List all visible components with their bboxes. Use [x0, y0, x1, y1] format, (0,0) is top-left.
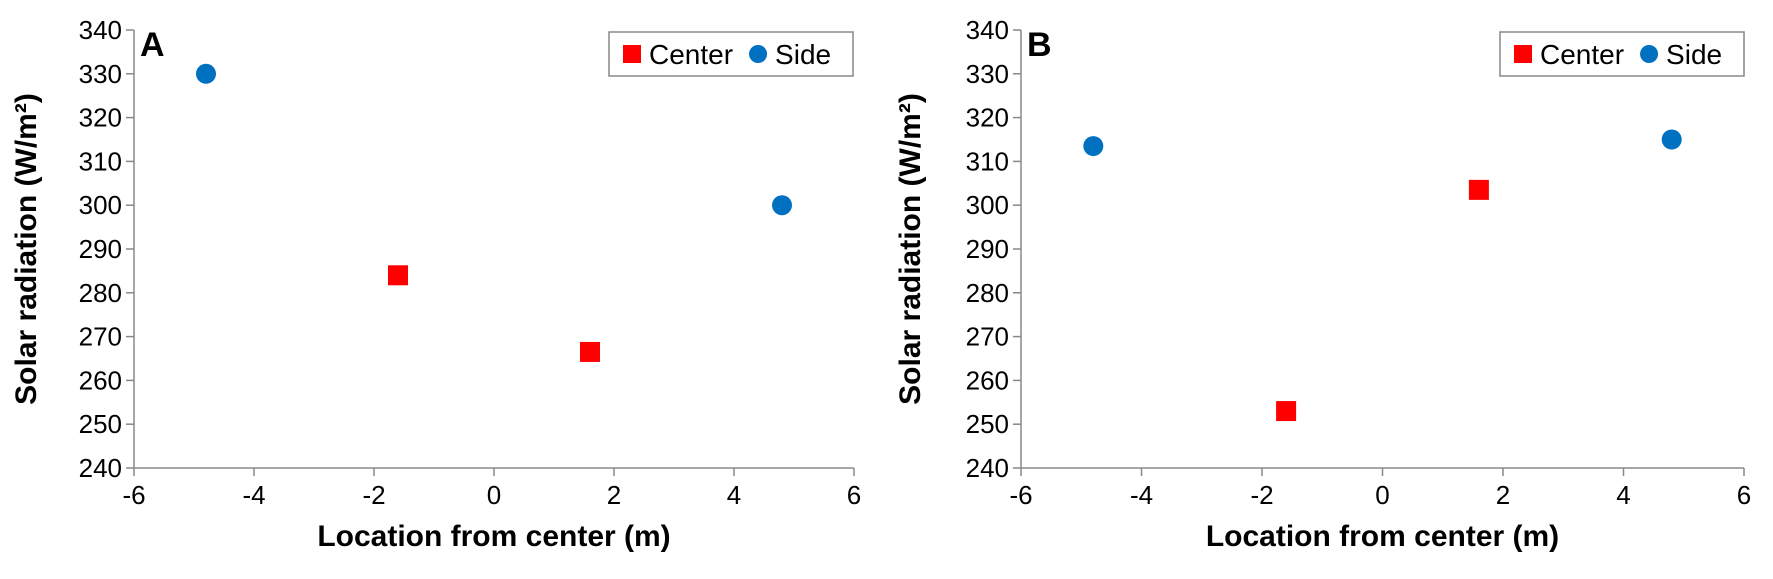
legend-label-center: Center [649, 39, 733, 70]
y-tick-label: 280 [79, 278, 122, 308]
x-tick-label: 0 [487, 480, 501, 510]
data-point-center [1276, 401, 1297, 422]
y-tick-label: 290 [966, 234, 1009, 264]
data-point-side [1083, 136, 1104, 157]
chart-panel-b: 240 250 260 270 280 290 300 310 320 330 340 -6 -4 -2 0… [894, 15, 1751, 553]
chart-panel-a: 240 250 260 270 280 290 300 310 320 330 340 -6 -4 -2 0… [10, 15, 861, 553]
data-point-side [772, 195, 792, 216]
x-axis-title: Location from center (m) [1206, 520, 1559, 553]
legend-label-side: Side [775, 39, 831, 70]
legend-box [608, 31, 854, 77]
y-axis-title: Solar radiation (W/m²) [10, 93, 43, 405]
y-tick-label: 250 [966, 409, 1009, 439]
y-tick-label: 330 [79, 59, 122, 89]
y-tick-label: 330 [966, 59, 1009, 89]
x-axis-title: Location from center (m) [317, 520, 670, 553]
legend-label-side: Side [1666, 39, 1722, 70]
legend-label-center: Center [1540, 39, 1624, 70]
y-tick-label: 320 [966, 103, 1009, 133]
y-tick-label: 300 [966, 190, 1009, 220]
x-tick-label: -4 [1130, 480, 1153, 510]
legend-marker-center [1514, 45, 1532, 63]
y-tick-label: 310 [966, 146, 1009, 176]
y-tick-label: 240 [966, 453, 1009, 483]
legend-marker-side [749, 45, 768, 63]
data-point-center [580, 341, 600, 362]
x-tick-label: -6 [1009, 480, 1032, 510]
y-tick-label: 340 [79, 15, 122, 45]
x-tick-label: 2 [1496, 480, 1510, 510]
x-tick-label: 4 [727, 480, 741, 510]
legend-marker-side [1640, 45, 1659, 63]
data-point-center [1468, 179, 1489, 200]
x-tick-label: -4 [242, 480, 265, 510]
legend: Center Side [608, 31, 854, 77]
x-tick-label: -2 [362, 480, 385, 510]
legend-box [1499, 31, 1745, 77]
y-tick-label: 240 [79, 453, 122, 483]
y-tick-label: 290 [79, 234, 122, 264]
panel-label: B [1027, 26, 1052, 64]
y-tick-label: 260 [79, 365, 122, 395]
y-tick-label: 310 [79, 146, 122, 176]
x-tick-label: -6 [122, 480, 145, 510]
y-tick-label: 270 [79, 322, 122, 352]
x-tick-label: 4 [1616, 480, 1630, 510]
x-tick-label: 6 [847, 480, 861, 510]
data-point-center [388, 265, 408, 286]
y-tick-label: 280 [966, 278, 1009, 308]
panel-label: A [140, 26, 165, 64]
x-tick-label: -2 [1250, 480, 1273, 510]
legend-marker-center [623, 45, 641, 63]
y-tick-label: 270 [966, 322, 1009, 352]
y-axis-title: Solar radiation (W/m²) [894, 93, 927, 405]
y-tick-label: 250 [79, 409, 122, 439]
x-tick-label: 2 [607, 480, 621, 510]
data-point-side [1661, 129, 1682, 150]
y-tick-label: 320 [79, 103, 122, 133]
y-tick-label: 300 [79, 190, 122, 220]
data-point-side [196, 63, 216, 84]
x-tick-label: 6 [1737, 480, 1751, 510]
legend: Center Side [1499, 31, 1745, 77]
x-tick-label: 0 [1375, 480, 1389, 510]
y-tick-label: 260 [966, 365, 1009, 395]
y-tick-label: 340 [966, 15, 1009, 45]
